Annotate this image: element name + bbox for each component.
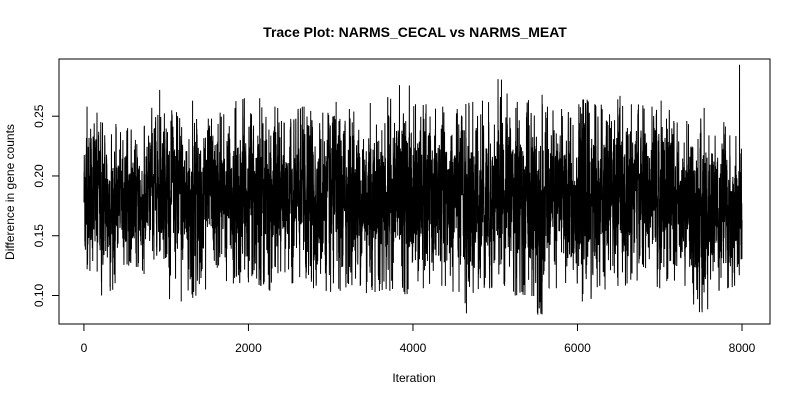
x-tick-label: 8000 (729, 341, 756, 355)
y-tick-label: 0.20 (32, 164, 46, 188)
y-axis-label: Difference in gene counts (3, 124, 17, 260)
trace-series (83, 64, 743, 315)
y-tick-label: 0.15 (32, 224, 46, 248)
y-tick-label: 0.10 (32, 283, 46, 307)
x-tick-label: 4000 (400, 341, 427, 355)
chart-title: Trace Plot: NARMS_CECAL vs NARMS_MEAT (263, 24, 567, 40)
x-tick-label: 2000 (235, 341, 262, 355)
y-tick-label: 0.25 (32, 104, 46, 128)
x-tick-label: 6000 (564, 341, 591, 355)
y-axis: 0.10 0.15 0.20 0.25 (32, 104, 60, 307)
trace-line (83, 64, 743, 315)
x-tick-label: 0 (81, 341, 88, 355)
x-axis: 0 2000 4000 6000 8000 (81, 323, 756, 355)
x-axis-label: Iteration (392, 371, 435, 385)
